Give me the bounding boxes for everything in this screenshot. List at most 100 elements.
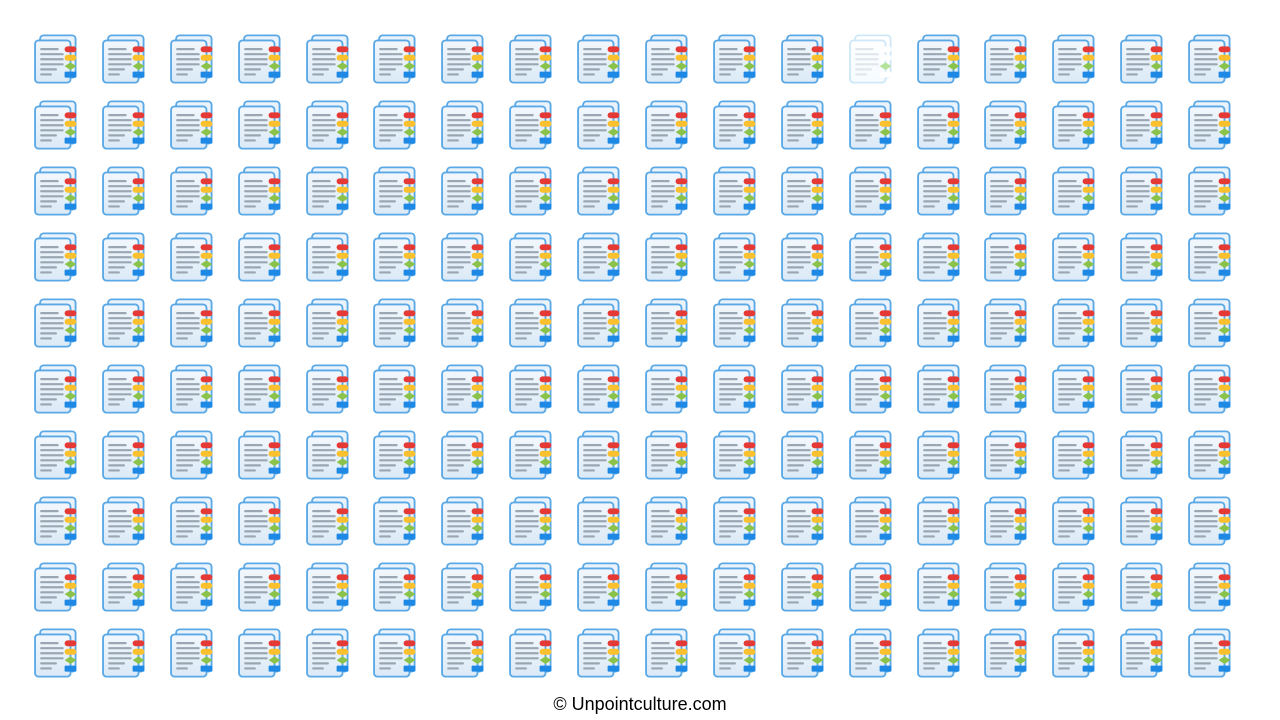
bookmarked-document-icon xyxy=(1184,626,1238,680)
bookmarked-document-icon xyxy=(98,230,152,284)
bookmarked-document-icon xyxy=(166,164,220,218)
bookmarked-document-icon xyxy=(166,428,220,482)
grid-cell xyxy=(641,164,709,230)
bookmarked-document-icon xyxy=(234,98,288,152)
bookmarked-document-icon xyxy=(98,428,152,482)
bookmarked-document-icon xyxy=(302,494,356,548)
grid-cell xyxy=(302,626,370,692)
grid-cell xyxy=(913,296,981,362)
bookmarked-document-icon xyxy=(234,560,288,614)
grid-cell xyxy=(709,560,777,626)
bookmarked-document-icon xyxy=(777,230,831,284)
bookmarked-document-icon xyxy=(1184,164,1238,218)
bookmarked-document-icon xyxy=(98,296,152,350)
bookmarked-document-icon xyxy=(302,164,356,218)
bookmarked-document-icon xyxy=(437,362,491,416)
bookmarked-document-icon xyxy=(437,626,491,680)
bookmarked-document-icon xyxy=(30,428,84,482)
grid-cell xyxy=(505,494,573,560)
bookmarked-document-icon xyxy=(709,164,763,218)
bookmarked-document-icon xyxy=(369,230,423,284)
grid-cell xyxy=(573,494,641,560)
bookmarked-document-icon xyxy=(166,230,220,284)
grid-cell xyxy=(709,230,777,296)
grid-cell xyxy=(777,626,845,692)
bookmarked-document-icon xyxy=(845,428,899,482)
grid-cell xyxy=(845,164,913,230)
bookmarked-document-icon xyxy=(573,494,627,548)
bookmarked-document-icon xyxy=(505,230,559,284)
bookmarked-document-icon xyxy=(437,230,491,284)
grid-cell xyxy=(777,560,845,626)
bookmarked-document-icon xyxy=(437,296,491,350)
grid-cell xyxy=(30,428,98,494)
grid-cell xyxy=(573,296,641,362)
bookmarked-document-icon xyxy=(166,626,220,680)
bookmarked-document-icon xyxy=(709,428,763,482)
bookmarked-document-icon xyxy=(437,494,491,548)
grid-cell xyxy=(30,626,98,692)
bookmarked-document-icon xyxy=(302,428,356,482)
bookmarked-document-icon xyxy=(1116,164,1170,218)
grid-cell xyxy=(845,98,913,164)
grid-cell xyxy=(369,362,437,428)
grid-cell xyxy=(30,32,98,98)
grid-cell xyxy=(302,494,370,560)
bookmarked-document-icon xyxy=(980,32,1034,86)
grid-cell xyxy=(30,296,98,362)
bookmarked-document-icon xyxy=(234,230,288,284)
bookmarked-document-icon xyxy=(369,164,423,218)
bookmarked-document-icon xyxy=(777,428,831,482)
bookmarked-document-icon xyxy=(913,98,967,152)
bookmarked-document-icon xyxy=(1048,626,1102,680)
bookmarked-document-icon xyxy=(369,494,423,548)
grid-cell xyxy=(777,164,845,230)
grid-cell xyxy=(1184,32,1252,98)
grid-cell xyxy=(234,494,302,560)
bookmarked-document-icon xyxy=(98,32,152,86)
grid-cell xyxy=(369,98,437,164)
grid-cell xyxy=(709,494,777,560)
bookmarked-document-icon xyxy=(641,362,695,416)
grid-cell xyxy=(505,428,573,494)
bookmarked-document-icon xyxy=(641,230,695,284)
bookmarked-document-icon xyxy=(641,98,695,152)
grid-cell xyxy=(1048,560,1116,626)
grid-cell xyxy=(980,296,1048,362)
bookmarked-document-icon xyxy=(98,362,152,416)
bookmarked-document-icon xyxy=(709,362,763,416)
grid-cell xyxy=(573,32,641,98)
grid-cell xyxy=(980,560,1048,626)
bookmarked-document-icon xyxy=(777,362,831,416)
grid-cell xyxy=(1116,362,1184,428)
bookmarked-document-icon xyxy=(980,560,1034,614)
grid-cell xyxy=(369,560,437,626)
grid-cell xyxy=(913,428,981,494)
bookmarked-document-icon xyxy=(1116,362,1170,416)
bookmarked-document-icon xyxy=(777,164,831,218)
bookmarked-document-icon xyxy=(709,98,763,152)
grid-cell xyxy=(30,362,98,428)
grid-cell xyxy=(709,98,777,164)
grid-cell xyxy=(1048,494,1116,560)
grid-cell xyxy=(980,362,1048,428)
grid-cell xyxy=(1184,164,1252,230)
grid-cell xyxy=(641,32,709,98)
bookmarked-document-icon xyxy=(980,428,1034,482)
grid-cell xyxy=(777,98,845,164)
grid-cell xyxy=(369,494,437,560)
grid-cell xyxy=(437,296,505,362)
bookmarked-document-icon xyxy=(980,164,1034,218)
grid-cell xyxy=(505,362,573,428)
bookmarked-document-icon xyxy=(505,494,559,548)
grid-cell xyxy=(709,362,777,428)
grid-cell xyxy=(1048,32,1116,98)
grid-cell xyxy=(166,32,234,98)
bookmarked-document-icon xyxy=(30,98,84,152)
grid-cell xyxy=(980,164,1048,230)
grid-cell xyxy=(980,230,1048,296)
bookmarked-document-icon xyxy=(505,362,559,416)
bookmarked-document-icon xyxy=(98,626,152,680)
bookmarked-document-icon xyxy=(302,560,356,614)
grid-cell xyxy=(777,230,845,296)
